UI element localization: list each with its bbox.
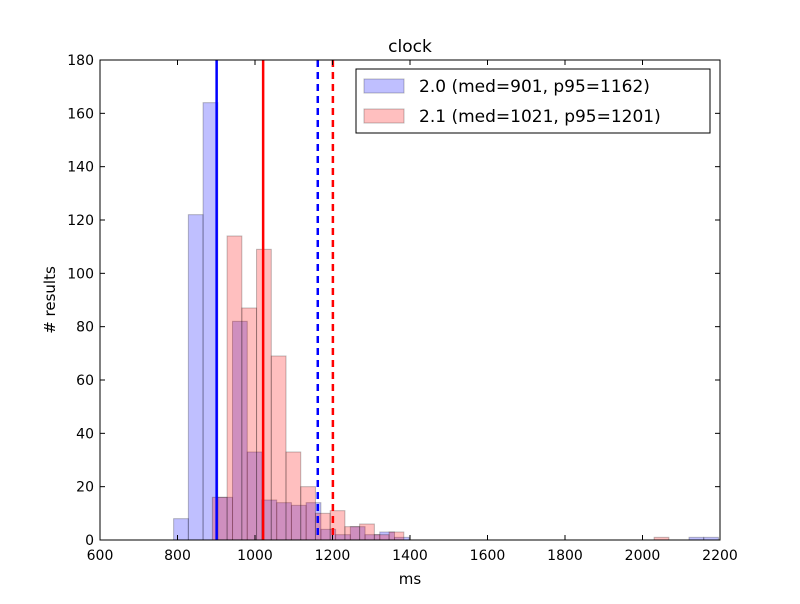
y-tick-label: 20	[76, 480, 94, 496]
histogram-bar-series-2-bin-11	[359, 523, 375, 541]
x-tick-label: 2200	[702, 548, 738, 564]
chart-title: clock	[388, 37, 432, 57]
y-tick-label: 0	[85, 533, 94, 549]
legend-entry-series-2: 2.1 (med=1021, p95=1201)	[419, 107, 661, 127]
reference-lines-layer	[215, 60, 335, 540]
histogram-bar-series-2-bin-12	[373, 534, 390, 541]
legend: 2.0 (med=901, p95=1162) 2.1 (med=1021, p…	[355, 68, 711, 134]
y-tick-label: 60	[76, 373, 94, 389]
histogram-bar-series-2-bin-10	[344, 526, 361, 541]
histogram-bar-series-2-bin-2	[226, 235, 243, 541]
histogram-bar-series-2-bin-7	[300, 486, 316, 541]
y-axis-label: # results	[41, 266, 59, 334]
y-tick-label: 100	[67, 266, 94, 282]
x-axis-label: ms	[399, 570, 422, 588]
legend-frame	[355, 68, 711, 134]
legend-swatch-series-1	[363, 78, 405, 94]
histogram-bar-series-1-bin-2	[187, 214, 204, 541]
histogram-bar-series-2-bin-3	[241, 307, 258, 541]
y-tick-label: 160	[67, 106, 94, 122]
x-tick-label: 800	[164, 548, 191, 564]
histogram-bar-series-2-bin-1	[211, 496, 228, 541]
x-tick-label: 1800	[547, 548, 583, 564]
x-tick-label: 600	[87, 548, 114, 564]
x-tick-label: 2000	[625, 548, 661, 564]
ticks-layer: 600 800 1000 1200 1400 1600 1800 2000 2200 0 20 40 6…	[67, 53, 738, 564]
x-tick-label: 1600	[470, 548, 506, 564]
histogram-bar-series-2-bin-6	[285, 451, 302, 541]
x-tick-label: 1400	[392, 548, 428, 564]
legend-entry-series-1: 2.0 (med=901, p95=1162)	[419, 77, 650, 97]
histogram-bar-series-2-bin-5	[270, 355, 287, 541]
legend-swatch-series-2	[363, 108, 405, 124]
histogram-bar-series-1-bin-1	[173, 518, 189, 541]
y-tick-label: 80	[76, 320, 94, 336]
x-tick-label: 1200	[315, 548, 351, 564]
histogram-bar-series-2-bin-13	[388, 531, 405, 541]
x-tick-label: 1000	[237, 548, 273, 564]
y-tick-label: 120	[67, 213, 94, 229]
y-tick-label: 180	[67, 53, 94, 69]
y-tick-label: 40	[76, 426, 94, 442]
y-tick-label: 140	[67, 160, 94, 176]
